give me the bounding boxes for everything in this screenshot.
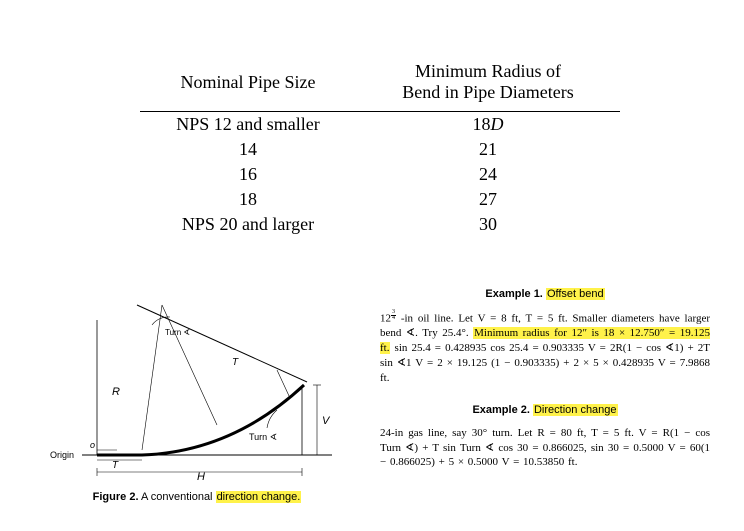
- example-1: Example 1. Offset bend 1234 -in oil line…: [380, 288, 710, 386]
- examples-column: Example 1. Offset bend 1234 -in oil line…: [380, 288, 710, 488]
- label-turn-top: Turn ∢: [165, 328, 190, 337]
- cell-radius: 24: [356, 162, 620, 187]
- label-V: V: [322, 415, 331, 427]
- label-T-top: T: [232, 357, 239, 368]
- figure-2: Origin o Turn ∢ Turn ∢ R T T V H Figure …: [42, 300, 352, 503]
- example-2-title-hl: Direction change: [533, 404, 618, 416]
- cell-radius: 30: [356, 212, 620, 237]
- figure-caption: Figure 2. A conventional direction chang…: [42, 491, 352, 503]
- cell-size: 18: [140, 187, 356, 212]
- table-row: 14 21: [140, 137, 620, 162]
- italic-D: D: [491, 114, 504, 134]
- cell-size: NPS 20 and larger: [140, 212, 356, 237]
- cell-size: 16: [140, 162, 356, 187]
- example-2-title-b: Example 2.: [472, 404, 529, 416]
- label-H: H: [197, 471, 205, 480]
- col-header-radius-l1: Minimum Radius of: [415, 61, 561, 81]
- example-2-body: 24-in gas line, say 30° turn. Let R = 80…: [380, 426, 710, 471]
- label-T-bot: T: [112, 460, 119, 471]
- figure-svg: Origin o Turn ∢ Turn ∢ R T T V H: [42, 300, 352, 480]
- cell-size: NPS 12 and smaller: [140, 112, 356, 138]
- bend-radius-table: Nominal Pipe Size Minimum Radius of Bend…: [140, 55, 620, 237]
- example-2-title: Example 2. Direction change: [380, 404, 710, 416]
- label-o: o: [90, 440, 95, 450]
- col-header-radius: Minimum Radius of Bend in Pipe Diameters: [356, 55, 620, 112]
- example-1-title-b: Example 1.: [485, 288, 542, 300]
- label-turn-bot: Turn ∢: [249, 432, 277, 442]
- label-R: R: [112, 386, 120, 398]
- table-row: 16 24: [140, 162, 620, 187]
- example-1-title: Example 1. Offset bend: [380, 288, 710, 300]
- ex1-p2: sin 25.4 = 0.428935 cos 25.4 = 0.903335 …: [380, 342, 710, 384]
- col-header-size: Nominal Pipe Size: [140, 55, 356, 112]
- figure-caption-bold: Figure 2.: [93, 491, 139, 503]
- col-header-radius-l2: Bend in Pipe Diameters: [402, 82, 573, 102]
- radius-value: 18: [473, 114, 491, 134]
- ex1-pre: 12: [380, 313, 391, 325]
- figure-caption-pre: A conventional: [139, 491, 216, 503]
- example-2: Example 2. Direction change 24-in gas li…: [380, 404, 710, 471]
- bend-radius-table-wrap: Nominal Pipe Size Minimum Radius of Bend…: [140, 55, 620, 237]
- table-row: NPS 12 and smaller 18D: [140, 112, 620, 138]
- cell-radius: 18D: [356, 112, 620, 138]
- example-1-title-hl: Offset bend: [546, 288, 605, 300]
- table-row: 18 27: [140, 187, 620, 212]
- figure-caption-highlight: direction change.: [216, 491, 302, 503]
- cell-radius: 21: [356, 137, 620, 162]
- cell-size: 14: [140, 137, 356, 162]
- example-1-body: 1234 -in oil line. Let V = 8 ft, T = 5 f…: [380, 310, 710, 386]
- label-origin: Origin: [50, 450, 74, 460]
- table-row: NPS 20 and larger 30: [140, 212, 620, 237]
- cell-radius: 27: [356, 187, 620, 212]
